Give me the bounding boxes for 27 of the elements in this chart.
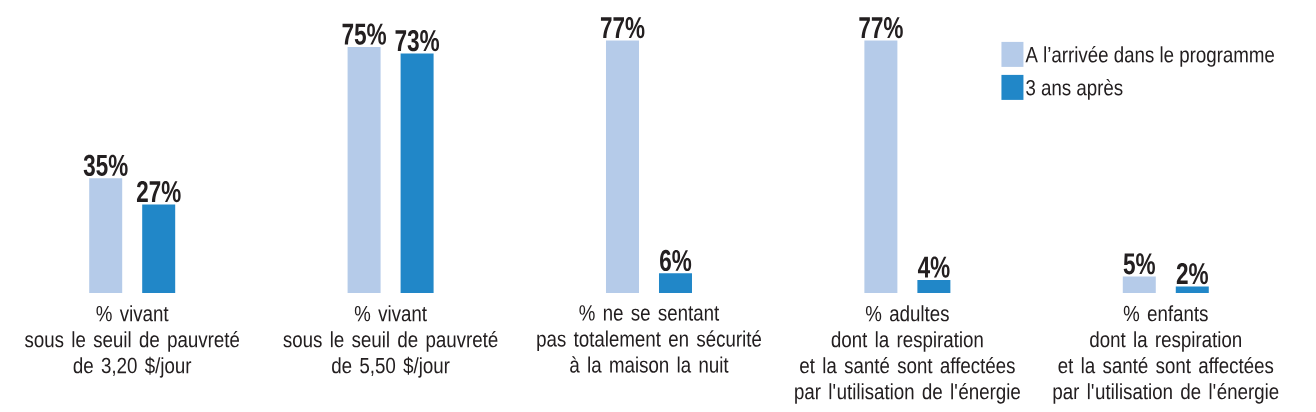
x-tick-label: % vivant sous le seuil de pauvreté de 3,20 $/jour [25, 305, 240, 378]
legend-label: 3 ans après [1026, 79, 1123, 100]
bar [89, 178, 123, 293]
data-label: 2% [1176, 263, 1208, 285]
data-label: 6% [660, 249, 692, 272]
x-tick-label: % adultes dont la respiration et la santé sont affectées par l'utilisation de l'énergie [795, 305, 1020, 404]
data-label: 77% [859, 17, 903, 39]
bar [400, 53, 434, 293]
bar [917, 279, 951, 293]
data-label: 5% [1123, 253, 1155, 275]
legend-label: A l’arrivée dans le programme [1025, 46, 1274, 67]
data-label: 75% [342, 23, 387, 45]
bar [605, 40, 639, 293]
bar [864, 40, 898, 293]
x-tick-label: % ne se sentant pas totalement en sécurité à la maison la nuit [537, 305, 761, 373]
bar [1122, 276, 1156, 293]
x-tick-label: % enfants dont la respiration et la santé sont affectées par l'utilisation de l'énergie [1053, 305, 1279, 404]
bar [142, 204, 176, 293]
data-label: 77% [600, 17, 645, 39]
bar [1175, 286, 1209, 293]
data-label: 4% [917, 256, 950, 278]
data-label: 35% [83, 154, 128, 176]
data-label: 73% [395, 30, 440, 52]
bar [658, 273, 692, 293]
x-tick-label: % vivant sous le seuil de pauvreté de 5,50 $/jour [283, 305, 498, 378]
bar [347, 46, 381, 293]
data-label: 27% [136, 181, 181, 203]
